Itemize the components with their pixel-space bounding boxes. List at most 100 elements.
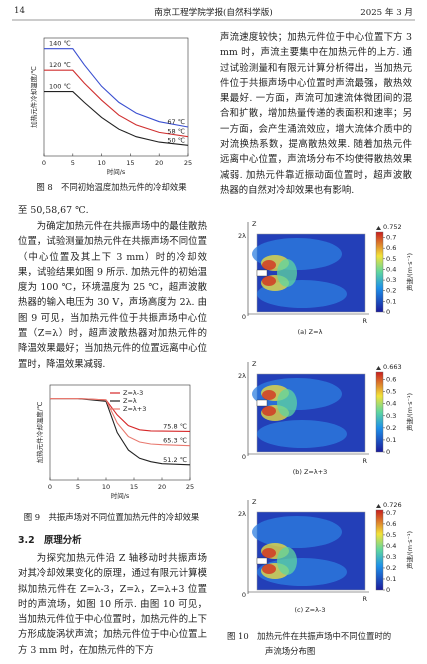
journal-title: 南京工程学院学报(自然科学版) (154, 8, 273, 18)
flow-region (262, 406, 276, 416)
flow-region (262, 548, 276, 558)
colorbar-tick-label: 0.6 (386, 244, 396, 252)
colorbar-tick-label: 0.7 (386, 509, 396, 517)
colorbar-tick-label: 0.1 (386, 297, 396, 305)
end-label: 51.2 ℃ (163, 456, 187, 464)
end-label: 67 ℃ (167, 118, 185, 126)
y-axis-label: 加热元件冷却温度/℃ (35, 402, 44, 464)
issue-date: 2025 年 3 月 (360, 8, 413, 18)
x-tick-label: 25 (186, 483, 194, 491)
panel-caption: (b) Z=λ+3 (293, 468, 328, 476)
r-axis-label: R (362, 457, 367, 465)
end-label: 50 ℃ (167, 136, 185, 144)
colorbar (375, 231, 384, 313)
series-line (50, 398, 191, 447)
end-label: 75.8 ℃ (163, 422, 187, 430)
series-label: 140 ℃ (49, 40, 71, 48)
page-number: 14 (14, 6, 25, 16)
colorbar-tick-label: 0.4 (386, 265, 396, 273)
x-tick-label: 0 (48, 483, 52, 491)
flow-region (262, 390, 276, 400)
z-axis-label: Z (252, 220, 257, 228)
end-label: 58 ℃ (167, 128, 185, 136)
colorbar-tick-label: 0 (386, 308, 390, 316)
z-axis-label: Z (252, 498, 257, 506)
colorbar (375, 371, 384, 453)
x-tick-label: 5 (71, 159, 75, 167)
colorbar-tick-label: 0.3 (386, 276, 396, 284)
x-tick-label: 20 (158, 483, 166, 491)
max-marker (376, 226, 381, 230)
x-tick-label: 25 (184, 159, 192, 167)
plot-frame (43, 37, 189, 157)
heating-element (256, 399, 268, 407)
plot-frame (49, 384, 191, 481)
z-tick-label: 2λ (238, 232, 246, 240)
heating-element (256, 269, 268, 277)
colorbar-label: 声速/(m·s⁻¹) (405, 253, 414, 291)
series-line (44, 69, 189, 138)
colorbar-tick-label: 0.4 (386, 542, 396, 550)
section-heading: 3.2 原理分析 (18, 535, 82, 546)
flow-region (262, 564, 276, 574)
origin-label: 0 (242, 313, 246, 321)
x-tick-label: 5 (76, 483, 80, 491)
colorbar-tick-label: 0.5 (386, 531, 396, 539)
colorbar (375, 509, 384, 591)
panel-caption: (c) Z=λ-3 (295, 606, 326, 614)
paragraph: 声流速度较快；加热元件位于中心位置下方 3 mm 时，声流主要集中在加热元件的上… (220, 32, 412, 196)
colorbar-tick-label: 0.3 (386, 553, 396, 561)
max-label: 0.752 (383, 223, 402, 231)
colorbar-tick-label: 0 (386, 448, 390, 456)
heating-element (256, 557, 268, 565)
colorbar-tick-label: 0.6 (386, 520, 396, 528)
z-axis-label: Z (252, 360, 257, 368)
x-tick-label: 15 (126, 159, 134, 167)
colorbar-tick-label: 0.7 (386, 234, 396, 242)
figure-caption: 图 10 加热元件在共振声场中不同位置时的 (227, 631, 392, 641)
max-marker (376, 504, 381, 508)
end-label: 65.3 ℃ (163, 437, 187, 445)
x-tick-label: 10 (102, 483, 110, 491)
colorbar-tick-label: 0.2 (386, 564, 396, 572)
paragraph: 为探究加热元件沿 Z 轴移动时共振声场对其冷却效果变化的原理，通过有限元计算模拟… (18, 553, 207, 656)
flow-region (277, 389, 297, 417)
colorbar-tick-label: 0.4 (386, 400, 396, 408)
colorbar-tick-label: 0.5 (386, 388, 396, 396)
max-label: 0.663 (383, 363, 402, 371)
origin-label: 0 (242, 591, 246, 599)
flow-region (277, 547, 297, 575)
flow-region (262, 260, 276, 270)
colorbar-tick-label: 0.1 (386, 575, 396, 583)
colorbar-tick-label: 0.1 (386, 436, 396, 444)
origin-label: 0 (242, 453, 246, 461)
colorbar-tick-label: 0.2 (386, 287, 396, 295)
figure-caption: 图 8 不同初始温度加热元件的冷却效果 (36, 182, 187, 192)
series-line (44, 48, 189, 128)
flow-region (277, 259, 297, 287)
x-tick-label: 20 (155, 159, 163, 167)
paragraph: 为确定加热元件在共振声场中的最佳散热位置，试验测量加热元件在共振声场不同位置（中… (18, 221, 207, 370)
legend-label: Z=λ-3 (123, 389, 143, 397)
x-axis-label: 时间/s (111, 491, 130, 500)
colorbar-tick-label: 0 (386, 586, 390, 594)
x-tick-label: 15 (130, 483, 138, 491)
flow-region (252, 516, 342, 548)
colorbar-label: 声速/(m·s⁻¹) (405, 531, 414, 569)
paragraph: 至 50,58,67 ℃. (18, 205, 89, 216)
max-label: 0.726 (383, 501, 402, 509)
colorbar-tick-label: 0.5 (386, 255, 396, 263)
z-tick-label: 2λ (238, 510, 246, 518)
colorbar-tick-label: 0.3 (386, 412, 396, 420)
colorbar-tick-label: 0.2 (386, 424, 396, 432)
series-label: 120 ℃ (49, 61, 71, 69)
r-axis-label: R (362, 595, 367, 603)
colorbar-label: 声速/(m·s⁻¹) (405, 393, 414, 431)
series-label: 100 ℃ (49, 83, 71, 91)
y-axis-label: 加热元件冷却温度/℃ (29, 66, 38, 128)
series-line (44, 91, 189, 146)
panel-caption: (a) Z=λ (298, 328, 323, 336)
colorbar-tick-label: 0.6 (386, 376, 396, 384)
